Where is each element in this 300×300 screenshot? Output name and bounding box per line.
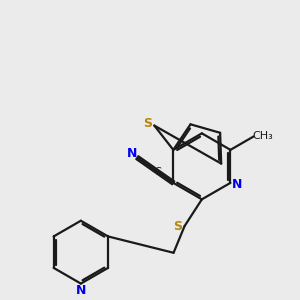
Text: CH₃: CH₃ bbox=[252, 131, 273, 141]
Text: S: S bbox=[143, 117, 152, 130]
Text: N: N bbox=[232, 178, 242, 191]
Text: S: S bbox=[173, 220, 182, 232]
Text: N: N bbox=[126, 147, 137, 160]
Text: C: C bbox=[154, 167, 161, 177]
Text: N: N bbox=[76, 284, 86, 297]
